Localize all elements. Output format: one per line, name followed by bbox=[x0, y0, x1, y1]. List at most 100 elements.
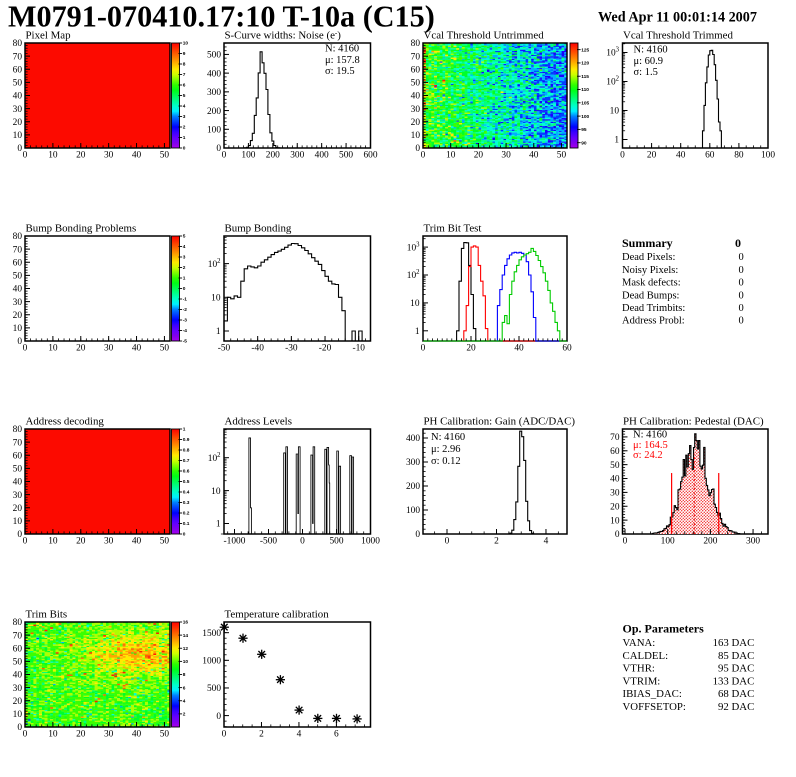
svg-text:40: 40 bbox=[676, 150, 686, 160]
svg-text:Trim Bit Test: Trim Bit Test bbox=[424, 223, 482, 235]
svg-text:-50: -50 bbox=[218, 343, 231, 353]
svg-text:N: 4160: N: 4160 bbox=[325, 44, 359, 55]
svg-text:20: 20 bbox=[474, 150, 484, 160]
svg-text:0: 0 bbox=[17, 144, 22, 154]
svg-text:4: 4 bbox=[544, 536, 549, 546]
svg-text:σ: 1.5: σ: 1.5 bbox=[634, 67, 658, 78]
svg-text:0: 0 bbox=[183, 286, 186, 292]
svg-text:-20: -20 bbox=[319, 343, 332, 353]
svg-text:40: 40 bbox=[514, 343, 524, 353]
svg-text:60: 60 bbox=[411, 65, 421, 75]
svg-text:0.4: 0.4 bbox=[183, 490, 190, 496]
svg-text:600: 600 bbox=[363, 150, 377, 160]
svg-text:-5: -5 bbox=[183, 339, 188, 345]
svg-text:60: 60 bbox=[562, 343, 572, 353]
svg-text:20: 20 bbox=[76, 343, 86, 353]
svg-text:VTRIM:: VTRIM: bbox=[623, 675, 661, 687]
svg-text:6: 6 bbox=[183, 83, 186, 89]
svg-text:125: 125 bbox=[581, 47, 589, 53]
svg-text:0: 0 bbox=[183, 146, 186, 152]
svg-text:0: 0 bbox=[300, 536, 305, 546]
svg-text:500: 500 bbox=[339, 150, 353, 160]
svg-text:0: 0 bbox=[17, 337, 22, 347]
svg-text:100: 100 bbox=[406, 506, 420, 516]
svg-text:20: 20 bbox=[13, 697, 23, 707]
svg-text:7: 7 bbox=[183, 72, 186, 78]
svg-text:40: 40 bbox=[411, 92, 421, 102]
svg-text:N: 4160: N: 4160 bbox=[431, 432, 465, 443]
svg-text:0: 0 bbox=[445, 536, 450, 546]
svg-text:1500: 1500 bbox=[202, 629, 221, 639]
svg-text:10: 10 bbox=[411, 131, 421, 141]
svg-text:-30: -30 bbox=[285, 343, 298, 353]
svg-text:200: 200 bbox=[207, 107, 221, 117]
svg-text:-3: -3 bbox=[183, 318, 188, 324]
svg-text:10: 10 bbox=[13, 131, 23, 141]
svg-text:60: 60 bbox=[13, 65, 23, 75]
svg-text:30: 30 bbox=[501, 150, 511, 160]
svg-text:0: 0 bbox=[23, 536, 28, 546]
svg-text:VANA:: VANA: bbox=[623, 637, 656, 649]
svg-text:10: 10 bbox=[211, 294, 221, 304]
svg-text:0.1: 0.1 bbox=[183, 521, 190, 527]
svg-text:Address Probl:: Address Probl: bbox=[622, 316, 685, 327]
svg-text:0.5: 0.5 bbox=[183, 479, 190, 485]
svg-text:12: 12 bbox=[183, 646, 189, 652]
svg-text:10: 10 bbox=[211, 487, 221, 497]
svg-text:VTHR:: VTHR: bbox=[623, 663, 655, 675]
svg-text:200: 200 bbox=[703, 536, 717, 546]
svg-text:S-Curve widths: Noise (e-): S-Curve widths: Noise (e-) bbox=[225, 29, 342, 42]
svg-text:0.7: 0.7 bbox=[183, 458, 190, 464]
svg-text:30: 30 bbox=[610, 489, 620, 499]
svg-text:Dead Pixels:: Dead Pixels: bbox=[622, 252, 675, 263]
svg-text:0: 0 bbox=[216, 144, 221, 154]
svg-text:0: 0 bbox=[17, 530, 22, 540]
svg-text:300: 300 bbox=[406, 458, 420, 468]
svg-text:0: 0 bbox=[23, 729, 28, 739]
svg-text:Address decoding: Address decoding bbox=[26, 416, 105, 428]
svg-text:60: 60 bbox=[705, 150, 715, 160]
svg-text:0: 0 bbox=[183, 532, 186, 538]
svg-text:30: 30 bbox=[13, 491, 23, 501]
svg-text:1: 1 bbox=[216, 520, 221, 530]
svg-text:30: 30 bbox=[13, 684, 23, 694]
svg-text:30: 30 bbox=[411, 105, 421, 115]
svg-text:4: 4 bbox=[183, 698, 186, 704]
svg-text:Temperature calibration: Temperature calibration bbox=[225, 609, 330, 621]
svg-text:0.8: 0.8 bbox=[183, 448, 190, 454]
svg-text:70: 70 bbox=[13, 631, 23, 641]
svg-text:5: 5 bbox=[183, 93, 186, 99]
svg-text:40: 40 bbox=[13, 285, 23, 295]
svg-text:0: 0 bbox=[23, 343, 28, 353]
svg-text:133 DAC: 133 DAC bbox=[713, 675, 755, 687]
svg-text:1: 1 bbox=[183, 276, 186, 282]
svg-text:5: 5 bbox=[183, 234, 186, 240]
svg-text:9: 9 bbox=[183, 51, 186, 57]
svg-text:μ: 60.9: μ: 60.9 bbox=[634, 56, 664, 67]
svg-text:20: 20 bbox=[13, 504, 23, 514]
svg-text:Op. Parameters: Op. Parameters bbox=[623, 622, 705, 636]
svg-text:Noisy Pixels:: Noisy Pixels: bbox=[622, 265, 678, 276]
svg-text:6: 6 bbox=[183, 685, 186, 691]
svg-text:10: 10 bbox=[13, 710, 23, 720]
svg-text:10: 10 bbox=[48, 729, 58, 739]
svg-text:30: 30 bbox=[13, 298, 23, 308]
svg-text:2: 2 bbox=[259, 729, 264, 739]
svg-text:40: 40 bbox=[132, 343, 142, 353]
svg-text:80: 80 bbox=[13, 618, 23, 628]
svg-text:N: 4160: N: 4160 bbox=[633, 430, 667, 441]
svg-text:100: 100 bbox=[581, 114, 589, 120]
svg-text:σ: 19.5: σ: 19.5 bbox=[325, 66, 355, 77]
svg-text:20: 20 bbox=[466, 343, 476, 353]
svg-text:40: 40 bbox=[132, 150, 142, 160]
svg-text:50: 50 bbox=[557, 150, 567, 160]
svg-text:400: 400 bbox=[406, 434, 420, 444]
svg-text:Pixel Map: Pixel Map bbox=[26, 30, 72, 42]
svg-text:4: 4 bbox=[183, 244, 186, 250]
svg-text:μ: 2.96: μ: 2.96 bbox=[431, 444, 461, 455]
svg-text:8: 8 bbox=[183, 62, 186, 68]
svg-text:1: 1 bbox=[216, 327, 221, 337]
svg-text:20: 20 bbox=[411, 118, 421, 128]
svg-text:0: 0 bbox=[17, 723, 22, 733]
svg-text:0: 0 bbox=[738, 316, 743, 327]
